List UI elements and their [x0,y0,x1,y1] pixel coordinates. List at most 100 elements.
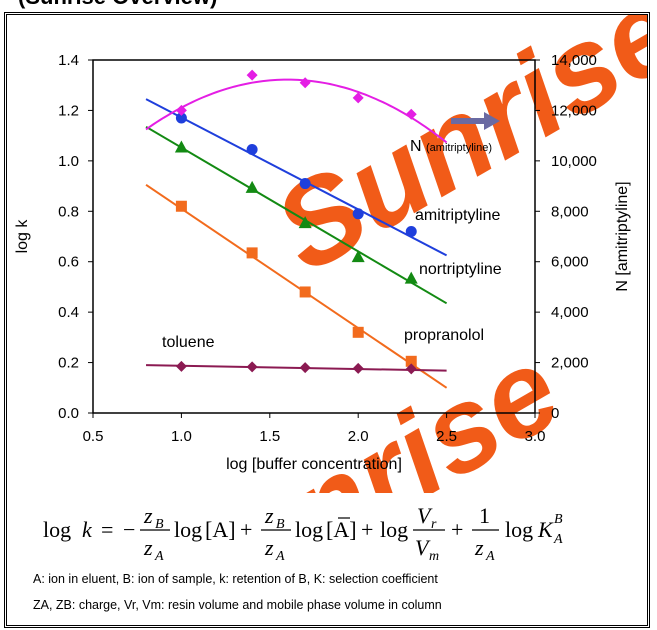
formula-plus-3: + [451,517,463,542]
label-n-sub: (amitriptyline) [426,142,492,154]
label-n-amitriptyline: N (amitriptyline) [410,138,492,155]
y2-tick-label: 2,000 [551,355,589,372]
x-tick-label: 3.0 [525,428,546,445]
plot-area-border [92,59,536,414]
formula-k-coef: K [537,517,554,542]
formula-vm-sub: m [429,549,439,564]
point-amitriptyline [352,208,364,220]
x-tick-label: 1.0 [171,428,192,445]
axes: 0.5 1.0 1.5 2.0 2.5 3.0 0.0 0.2 0.4 0.6 0.8 1.0 1.2 1… [14,52,631,473]
point-propranolol [352,326,364,338]
point-propranolol [299,286,311,298]
formula-za-2: z [264,535,274,560]
formula-k: k [82,517,93,542]
y2-tick-label: 12,000 [551,102,597,119]
point-nortriptyline [245,180,259,193]
point-propranolol [246,247,258,259]
formula-one: 1 [479,503,490,528]
y-tick-label: 0.2 [58,355,79,372]
point-amitriptyline [299,178,311,190]
y-tick-label: 0.4 [58,304,79,321]
arrow-shaft [451,118,485,124]
point-toluene [405,363,417,375]
formula-equals: = [101,517,113,542]
y2-tick-label: 10,000 [551,153,597,170]
label-nortriptyline: nortriptyline [419,261,502,278]
x-tick-label: 2.0 [348,428,369,445]
plot-marks [145,69,448,389]
formula-minus: − [123,517,135,542]
formula-vr: V [417,503,433,528]
point-n-amitriptyline [175,104,187,116]
y-tick-label: 0.8 [58,203,79,220]
formula-vm: V [415,535,431,560]
point-amitriptyline [175,112,187,124]
point-toluene [175,360,187,372]
y-tick-label: 1.0 [58,153,79,170]
point-amitriptyline [405,225,417,237]
point-n-amitriptyline [352,92,364,104]
x-tick-label: 0.5 [83,428,104,445]
formula-zb-1-sub: B [155,517,164,532]
fit-line-amitriptyline [145,98,448,257]
formula-log-2: log [174,517,202,542]
point-n-amitriptyline [405,108,417,120]
top-heading-text: (Sunrise Overview) [18,0,217,10]
fit-line-nortriptyline [145,125,448,305]
point-amitriptyline [246,144,258,156]
label-amitriptyline: amitriptyline [415,207,500,224]
point-toluene [246,361,258,373]
y2-tick-label: 14,000 [551,52,597,69]
x-tick-label: 1.5 [259,428,280,445]
point-nortriptyline [404,271,418,284]
formula-log-4: log [380,517,408,542]
label-toluene: toluene [162,334,215,351]
y-axis-title: log k [14,219,31,254]
formula-bracket-a-2: [A] [326,517,357,542]
formula: log k = − z B z A log [A] + z B z A log … [43,503,563,564]
x-tick-label: 2.5 [436,428,457,445]
point-toluene [299,362,311,374]
x-axis-title: log [buffer concentration] [226,456,402,473]
fit-line-propranolol [145,183,448,389]
formula-k-sup: B [554,512,563,527]
formula-za-2-sub: A [275,549,285,564]
label-propranolol: propranolol [404,327,484,344]
formula-log-1: log [43,517,71,542]
y-tick-label: 1.2 [58,102,79,119]
y2-tick-label: 0 [551,405,559,422]
y-tick-label: 0.6 [58,254,79,271]
top-cropped-heading: (Sunrise Overview) [0,0,657,12]
formula-k-sub: A [553,532,563,547]
y2-axis-title: N [amitriptyline] [614,181,631,291]
formula-log-5: log [505,517,533,542]
formula-za-3-sub: A [485,549,495,564]
label-n-main: N [410,138,426,155]
y-tick-label: 0.0 [58,405,79,422]
arrow-head [484,112,500,130]
right-axis-arrow [451,112,500,130]
point-propranolol [405,355,417,367]
figure-frame: Sunrise Sunrise 0.5 1.0 1.5 2.0 2.5 3.0 0.0 0.2… [4,12,650,628]
fit-curve-n-amitriptyline [145,78,448,144]
formula-zb-2: z [264,503,274,528]
y-tick-label: 1.4 [58,52,79,69]
point-n-amitriptyline [299,77,311,89]
y2-tick-label: 8,000 [551,203,589,220]
formula-zb-1: z [143,503,153,528]
formula-za-1: z [143,535,153,560]
fit-line-toluene [146,364,447,372]
formula-za-1-sub: A [154,549,164,564]
point-nortriptyline [351,250,365,263]
point-toluene [352,362,364,374]
point-nortriptyline [298,216,312,229]
point-n-amitriptyline [246,69,258,81]
formula-plus-1: + [240,517,252,542]
point-propranolol [175,200,187,212]
formula-bracket-a-1: [A] [205,517,236,542]
point-nortriptyline [174,140,188,153]
formula-za-3: z [474,535,484,560]
formula-plus-2: + [361,517,373,542]
y2-tick-label: 4,000 [551,304,589,321]
note-line-1: A: ion in eluent, B: ion of sample, k: r… [33,572,438,586]
